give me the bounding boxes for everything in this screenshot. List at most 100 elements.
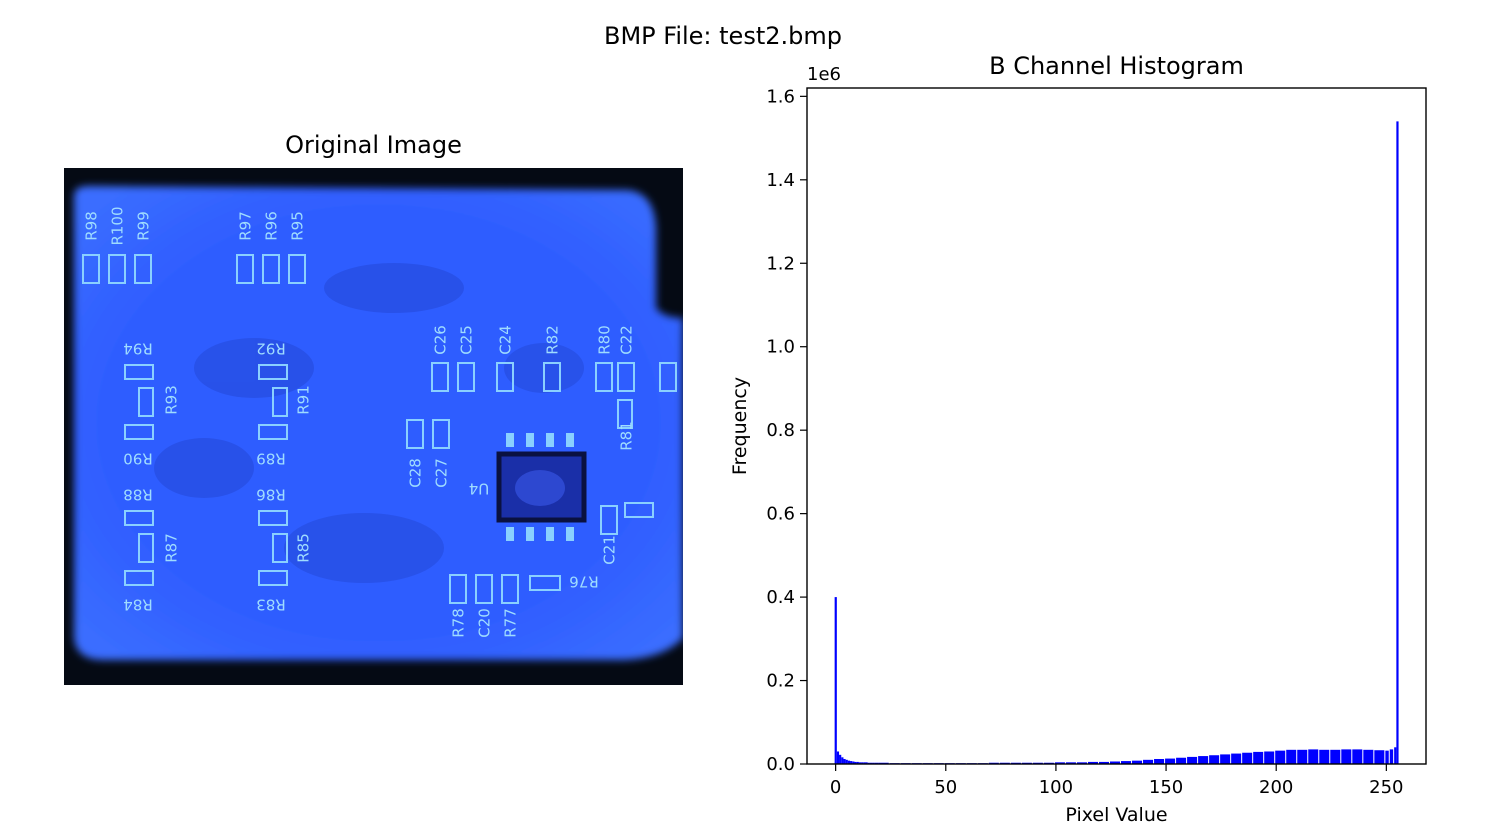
pcb-label: R84 [123,596,153,614]
histogram-bar [1109,761,1121,764]
histogram-bar [1385,750,1389,764]
pcb-label: R85 [295,533,313,563]
x-tick-label: 100 [1039,777,1073,798]
y-tick-label: 1.6 [766,86,795,107]
histogram-bar [845,759,848,764]
x-tick-label: 50 [934,777,957,798]
histogram-bar [863,762,866,764]
histogram-chart: 0 50 100 150 200 250 0.0 0.2 0.4 0.6 0.8 1.0 1.2 1.4… [729,64,1427,826]
histogram-bar [1231,753,1242,764]
histogram-bar [1132,760,1143,764]
pcb-pads [82,254,677,604]
histogram-bar [1374,750,1385,764]
histogram-title: B Channel Histogram [989,52,1244,80]
image-panel-title: Original Image [285,131,462,159]
y-tick-label: 0.0 [766,754,795,775]
histogram-bar [1319,749,1330,764]
y-tick-label: 0.4 [766,587,795,608]
pcb-label: C22 [618,325,636,355]
histogram-bar [1220,754,1231,764]
x-tick-label: 250 [1369,777,1403,798]
pcb-label: R100 [109,206,127,245]
pcb-label: R87 [163,533,181,563]
histogram-bar [1286,749,1297,764]
x-axis-label: Pixel Value [1065,804,1167,826]
y-tick-label: 0.2 [766,671,795,692]
histogram-bar [1143,759,1154,764]
histogram-bar [1297,749,1308,764]
pcb-label: R95 [289,211,307,241]
pcb-label: U4 [469,480,490,498]
pcb-label: R81 [618,421,636,451]
pcb-label: R92 [256,340,286,358]
histogram-bar [850,761,853,764]
pcb-board [74,186,683,660]
pcb-label: R91 [295,385,313,415]
histogram-bar [1341,749,1352,764]
pcb-label: R78 [450,608,468,638]
y-tick-label: 0.6 [766,504,795,525]
histogram-bar [1165,758,1176,764]
pcb-label: R99 [135,211,153,241]
pcb-label: C26 [432,325,450,355]
histogram-bar [1394,747,1397,764]
histogram-bar [1396,121,1399,765]
x-axis: 0 50 100 150 200 250 [830,764,1404,798]
histogram-bar [856,761,859,764]
histogram-bar [834,597,837,764]
pcb-label: R82 [544,325,562,355]
histogram-bar [1065,762,1076,764]
histogram-bar [1087,761,1098,764]
pcb-blotches [154,263,584,583]
histogram-bar [1198,756,1209,764]
pcb-label: R88 [123,486,153,504]
pcb-label: C28 [407,458,425,488]
histogram-bar [865,762,868,764]
histogram-bar [1121,761,1132,764]
histogram-bar [1187,756,1198,764]
histogram-bar [1076,762,1087,764]
pcb-label: R98 [83,211,101,241]
histogram-bar [839,754,842,764]
y-axis-label: Frequency [729,377,751,475]
histogram-bar [1253,751,1264,764]
pcb-label: R90 [123,450,153,468]
pcb-label: R97 [237,211,255,241]
x-tick-label: 150 [1149,777,1183,798]
histogram-bar [843,758,846,764]
pcb-label: R89 [256,450,286,468]
plot-frame [806,87,1427,765]
histogram-bar [836,751,840,764]
histogram-bar [858,762,862,764]
pcb-label: R86 [256,486,286,504]
histogram-bar [841,757,844,764]
histogram-bar [1154,758,1165,764]
pcb-silkscreen-labels: R98 R100 R99 R97 R96 R95 R94 R92 R93 R91 R90 R89 R88… [83,206,636,637]
chip-pins [506,433,574,541]
y-tick-label: 1.2 [766,253,795,274]
chip-u4 [496,451,587,523]
pcb-label: R77 [502,608,520,638]
x-tick-label: 200 [1259,777,1293,798]
histogram-bar [1308,749,1319,764]
original-pcb-image: R98 R100 R99 R97 R96 R95 R94 R92 R93 R91 R90 R89 R88… [64,168,683,685]
histogram-bar [1098,761,1109,764]
pcb-label: R76 [569,573,599,591]
pcb-label: C20 [476,608,494,638]
pcb-label: C21 [601,535,619,565]
pcb-label: C25 [458,325,476,355]
histogram-bar [861,762,864,764]
figure-title: BMP File: test2.bmp [604,22,842,50]
x-tick-label: 0 [830,777,841,798]
y-axis-scale-label: 1e6 [807,64,841,85]
y-tick-label: 1.0 [766,337,795,358]
histogram-bar [1330,749,1341,764]
histogram-bar [847,760,851,764]
pcb-label: R80 [596,325,614,355]
pcb-label: C24 [497,325,515,355]
pcb-label: R96 [263,211,281,241]
histogram-bars [834,121,1399,765]
histogram-bar [852,761,855,764]
histogram-bar [1352,749,1363,764]
pcb-label: C27 [433,458,451,488]
